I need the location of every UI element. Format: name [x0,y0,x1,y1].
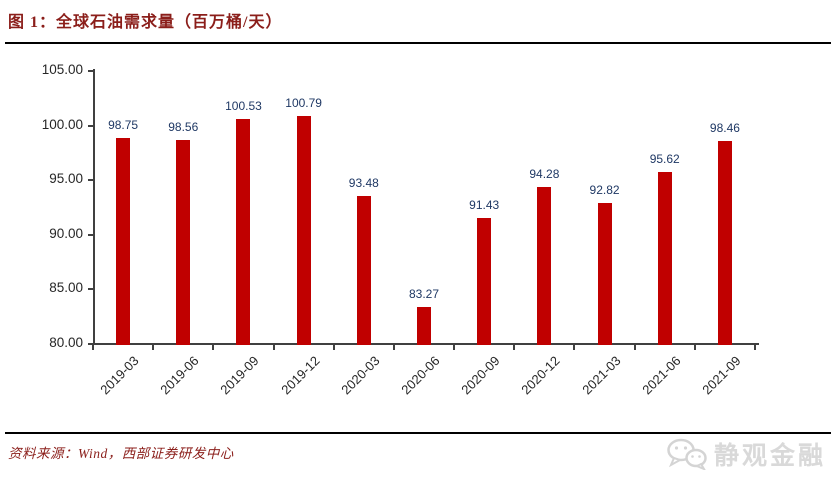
y-axis-label: 95.00 [49,171,83,187]
y-axis-tick [88,124,93,127]
y-axis-label: 80.00 [49,335,83,350]
y-axis-label: 100.00 [41,116,83,132]
x-axis-tick [633,343,636,350]
bar-value-label: 100.53 [225,98,262,113]
y-axis-tick [88,343,93,345]
y-axis-tick [88,233,93,236]
bar-value-label: 98.75 [108,118,139,133]
bar-2019-06 [176,140,191,345]
x-axis-label: 2020-03 [338,353,383,398]
x-axis-tick [212,343,215,350]
bar-2020-03 [356,195,371,345]
source-note: 资料来源：Wind，西部证券研发中心 [8,446,234,461]
x-axis-label: 2021-03 [578,353,624,398]
bar-value-label: 100.79 [285,95,322,110]
y-axis-label: 105.00 [41,62,83,77]
x-axis-tick [693,343,696,350]
bar-value-label: 91.43 [469,198,500,213]
bar-2021-09 [717,141,732,345]
bar-value-label: 98.56 [168,120,199,135]
bar-2021-03 [597,203,612,345]
bar-2019-12 [296,115,311,345]
y-axis-line [93,69,95,345]
y-axis-tick [88,288,93,291]
y-axis-tick [88,70,93,72]
x-axis-tick [573,343,576,350]
y-axis-label: 90.00 [49,225,83,241]
divider-top [5,42,831,44]
x-axis-label: 2019-06 [157,353,202,398]
bar-2020-09 [477,218,492,345]
x-axis-label: 2019-09 [217,353,263,398]
bar-2019-03 [116,138,131,345]
bar-2021-06 [657,172,672,345]
bar-value-label: 92.82 [589,183,620,197]
chart: 105.00 100.00 95.00 90.00 85.00 80.00 98.75 201… [0,58,836,430]
y-axis-label: 85.00 [49,280,83,296]
bar-2020-12 [537,187,552,345]
chat-bubbles-icon [667,438,707,470]
bar-value-label: 83.27 [408,287,440,302]
x-axis-label: 2019-03 [97,353,142,398]
bar-2020-06 [417,307,431,345]
x-axis-label: 2021-06 [638,353,684,398]
x-axis-tick [453,343,456,350]
x-axis-tick [92,343,94,350]
bar-value-label: 95.62 [649,152,680,167]
watermark-text: 静观金融 [713,442,826,470]
x-axis-tick [272,343,275,350]
x-axis-label: 2019-12 [277,353,323,398]
divider-bottom [5,432,831,434]
x-axis-label: 2020-09 [458,353,503,398]
x-axis-label: 2020-12 [518,353,563,398]
x-axis-tick [754,343,756,350]
x-axis-tick [152,343,155,350]
x-axis-tick [392,343,395,350]
bar-value-label: 94.28 [529,167,560,182]
y-axis-tick [88,179,93,182]
bar-value-label: 98.46 [709,121,740,136]
figure-title: 图 1：全球石油需求量（百万桶/天） [8,14,283,31]
x-axis-tick [513,343,516,350]
bar-2019-09 [236,118,251,345]
x-axis-tick [332,343,335,350]
watermark: 静观金融 [666,436,826,472]
bar-value-label: 93.48 [348,175,379,190]
x-axis-label: 2020-06 [398,353,443,398]
x-axis-label: 2021-09 [699,353,744,398]
